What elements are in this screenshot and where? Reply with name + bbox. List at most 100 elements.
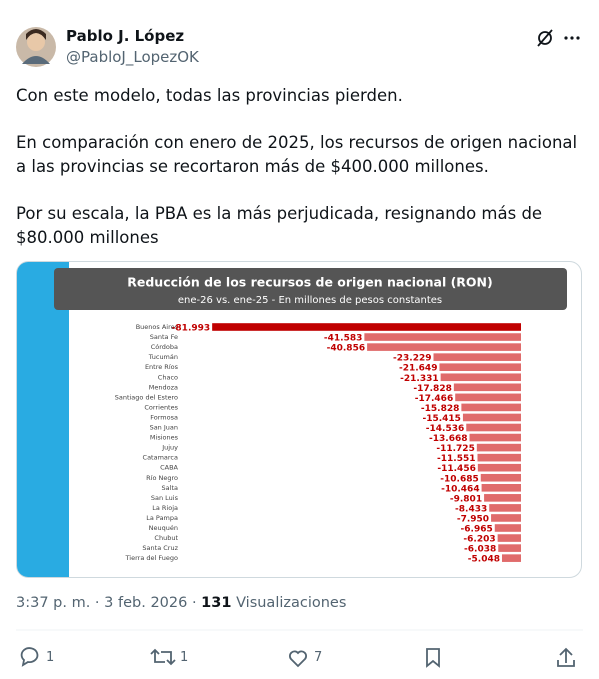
views: 131 [201,595,232,611]
value-label: -17.828 [413,384,451,394]
value-label: -81.993 [172,324,210,334]
category-label: San Juan [150,424,178,432]
category-label: Neuquén [149,524,178,532]
bar [477,463,521,472]
chart-title: Reducción de los recursos de origen naci… [127,275,493,290]
paragraph: En comparación con enero de 2025, los re… [16,133,578,176]
category-label: Salta [162,484,178,492]
category-label: San Luis [151,494,179,502]
views-label: Visualizaciones [236,595,347,611]
bar [462,413,521,422]
value-label: -6.038 [464,545,496,555]
value-label: -41.583 [324,334,362,344]
category-label: Entre Ríos [145,363,179,371]
like-icon[interactable] [289,650,307,668]
paragraph: Con este modelo, todas las provincias pi… [16,86,403,105]
category-label: Corrientes [144,403,178,411]
bookmark-icon[interactable] [426,648,440,668]
chart-subtitle: ene-26 vs. ene-25 - En millones de pesos… [178,295,442,306]
side-stripe [17,262,69,577]
time[interactable]: 3:37 p. m. [16,595,91,611]
value-label: -17.466 [415,394,453,404]
chart-card[interactable]: Reducción de los recursos de origen naci… [16,261,582,578]
author-handle[interactable]: @PabloJ_LopezOK [66,48,199,66]
bar [453,383,521,392]
category-label: Formosa [150,413,178,421]
author-name[interactable]: Pablo J. López [66,27,185,45]
category-label: Buenos Aires [136,323,179,331]
value-label: -21.331 [400,374,438,384]
value-label: -21.649 [399,364,437,374]
reply-count: 1 [46,650,55,665]
action-icons [20,647,575,668]
grok-icon[interactable] [537,29,553,47]
value-label: -10.685 [440,474,478,484]
avatar-shirt [22,56,50,64]
bar [489,504,521,512]
date[interactable]: 3 feb. 2026 [104,595,188,611]
category-label: Catamarca [143,454,178,462]
category-label: Tucumán [148,353,178,361]
value-label: -10.464 [441,484,479,494]
bar [481,484,521,492]
bar [469,433,521,442]
value-label: -11.725 [436,444,474,454]
bar [455,393,521,402]
value-label: -6.965 [461,525,493,535]
retweet-icon[interactable] [150,648,176,666]
value-label: -40.856 [327,344,365,354]
category-label: Santa Fe [150,333,178,341]
value-label: -8.433 [455,504,487,514]
bar [484,494,521,502]
value-label: -9.801 [450,494,482,504]
value-label: -6.203 [463,535,495,545]
category-label: Misiones [150,434,179,442]
value-label: -23.229 [393,354,431,364]
bar [498,544,521,552]
avatar-face [27,33,45,51]
category-label: Chubut [154,534,178,542]
category-label: Jujuy [161,444,178,452]
category-label: Córdoba [151,343,178,351]
bar [480,473,521,482]
category-label: Tierra del Fuego [125,554,178,562]
tweet-meta: 3:37 p. m. · 3 feb. 2026 · 131 Visualiza… [16,595,347,611]
bar [440,373,521,382]
bar [494,524,521,532]
bar [439,363,521,371]
bar [476,443,521,452]
value-label: -14.536 [426,424,464,434]
bar [501,554,521,562]
category-label: Río Negro [146,474,178,482]
tweet-text: Con este modelo, todas las provincias pi… [16,84,588,273]
paragraph: Por su escala, la PBA es la más perjudic… [16,204,543,247]
bar [461,403,521,412]
value-label: -11.456 [437,464,475,474]
bar [497,534,521,542]
more-icon[interactable] [564,36,580,40]
bar [364,333,521,341]
category-label: Santiago del Estero [115,393,178,401]
avatar-hair [26,29,46,40]
category-label: Santa Cruz [142,544,178,552]
value-label: -13.668 [429,434,467,444]
value-label: -11.551 [437,454,475,464]
bar [466,423,521,432]
category-label: Mendoza [149,383,178,391]
retweet-count: 1 [180,650,189,665]
category-label: La Pampa [146,514,178,522]
bar [477,453,521,462]
like-count: 7 [314,650,323,665]
reply-icon[interactable] [20,647,39,667]
value-label: -15.828 [421,404,459,414]
value-label: -5.048 [468,555,500,565]
value-label: -7.950 [457,514,489,524]
share-icon[interactable] [557,647,575,667]
title-box [54,268,567,310]
category-label: CABA [160,464,178,472]
bar [212,323,521,331]
value-label: -15.415 [422,414,460,424]
bar [367,343,521,351]
